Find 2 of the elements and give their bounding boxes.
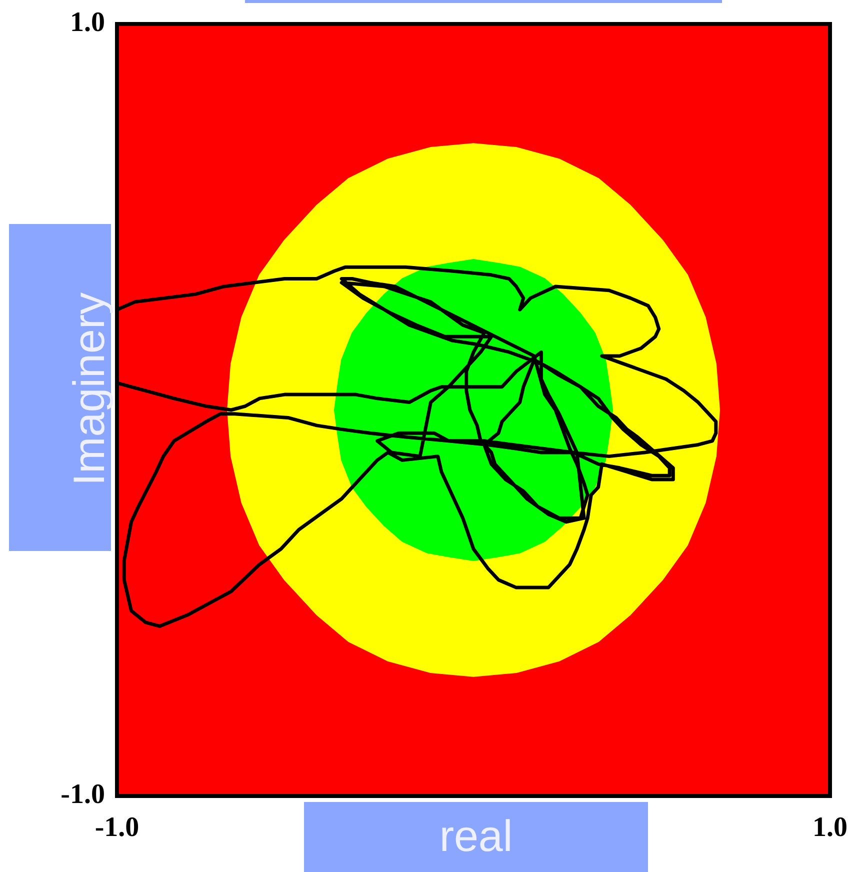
x-axis-title: real xyxy=(439,812,513,861)
y-axis-title: Imaginery xyxy=(65,292,114,486)
